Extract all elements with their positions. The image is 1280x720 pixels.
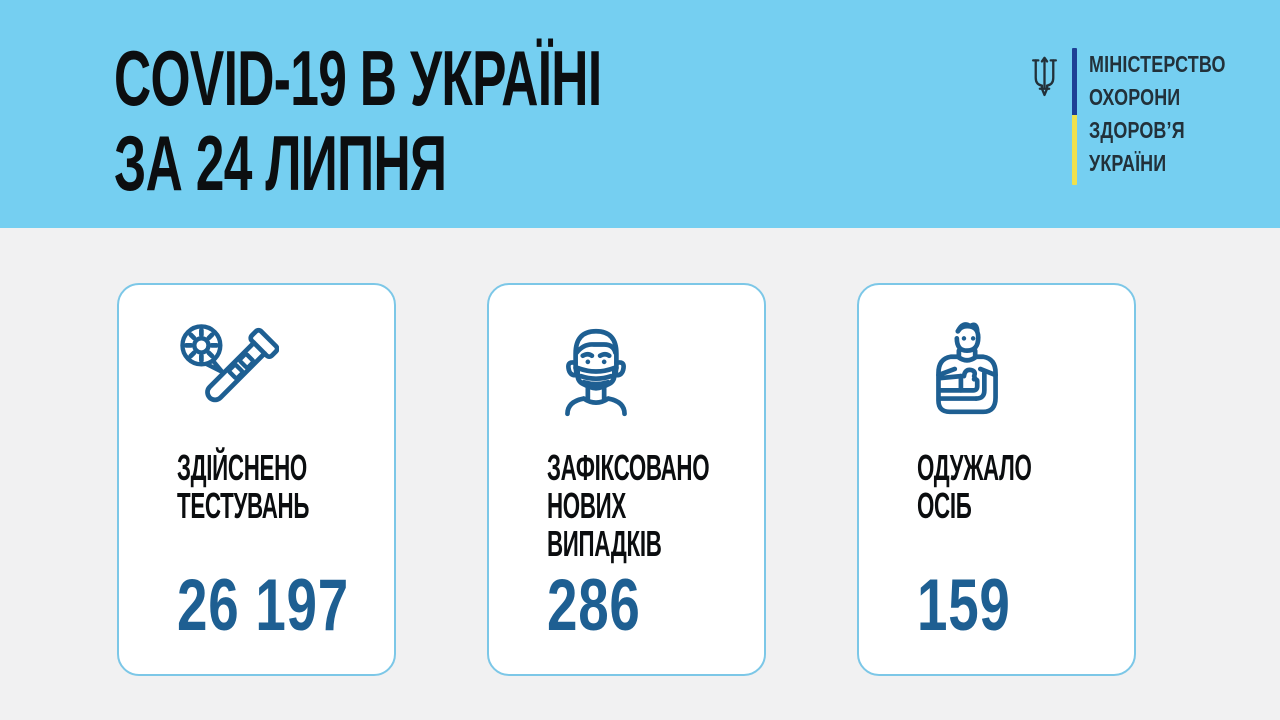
page-title-line2: ЗА 24 ЛИПНЯ bbox=[114, 119, 447, 207]
ministry-name-line: ОХОРОНИ bbox=[1089, 84, 1181, 110]
stat-label-line: ОСІБ bbox=[917, 485, 972, 526]
stat-card-new-cases: ЗАФІКСОВАНО НОВИХ ВИПАДКІВ 286 bbox=[487, 283, 766, 676]
ministry-name-line: УКРАЇНИ bbox=[1089, 150, 1167, 176]
stat-label-recovered: ОДУЖАЛО ОСІБ bbox=[917, 449, 1032, 525]
stat-label-line: ТЕСТУВАНЬ bbox=[177, 485, 310, 526]
flag-divider-bar bbox=[1072, 48, 1077, 185]
stat-value-new-cases: 286 bbox=[547, 565, 641, 646]
stat-label-tests: ЗДІЙСНЕНО ТЕСТУВАНЬ bbox=[177, 449, 309, 525]
ministry-name-line: МІНІСТЕРСТВО bbox=[1089, 51, 1226, 77]
stat-label-line: НОВИХ bbox=[547, 485, 626, 526]
test-tube-virus-icon bbox=[173, 315, 279, 425]
ministry-name-line: ЗДОРОВ’Я bbox=[1089, 117, 1185, 143]
ministry-name: МІНІСТЕРСТВО ОХОРОНИ ЗДОРОВ’Я УКРАЇНИ bbox=[1089, 48, 1226, 180]
face-mask-person-icon bbox=[543, 315, 649, 425]
page-title-line1: COVID-19 В УКРАЇНІ bbox=[114, 34, 602, 122]
stat-value-tests: 26 197 bbox=[177, 565, 349, 646]
stat-label-line: ЗАФІКСОВАНО bbox=[547, 447, 710, 488]
stat-label-new-cases: ЗАФІКСОВАНО НОВИХ ВИПАДКІВ bbox=[547, 447, 710, 564]
header-band: COVID-19 В УКРАЇНІ ЗА 24 ЛИПНЯ bbox=[0, 0, 1280, 228]
stat-label-line: ОДУЖАЛО bbox=[917, 447, 1032, 488]
stat-card-recovered: ОДУЖАЛО ОСІБ 159 bbox=[857, 283, 1136, 676]
recovered-person-icon bbox=[913, 315, 1019, 425]
stat-card-tests: ЗДІЙСНЕНО ТЕСТУВАНЬ 26 197 bbox=[117, 283, 396, 676]
stat-value-recovered: 159 bbox=[917, 565, 1011, 646]
ukraine-trident-icon bbox=[1028, 55, 1061, 107]
stat-label-line: ЗДІЙСНЕНО bbox=[177, 447, 307, 488]
page-title: COVID-19 В УКРАЇНІ ЗА 24 ЛИПНЯ bbox=[114, 34, 602, 207]
ministry-logo: МІНІСТЕРСТВО ОХОРОНИ ЗДОРОВ’Я УКРАЇНИ bbox=[1028, 48, 1264, 185]
stat-label-line: ВИПАДКІВ bbox=[547, 523, 662, 564]
